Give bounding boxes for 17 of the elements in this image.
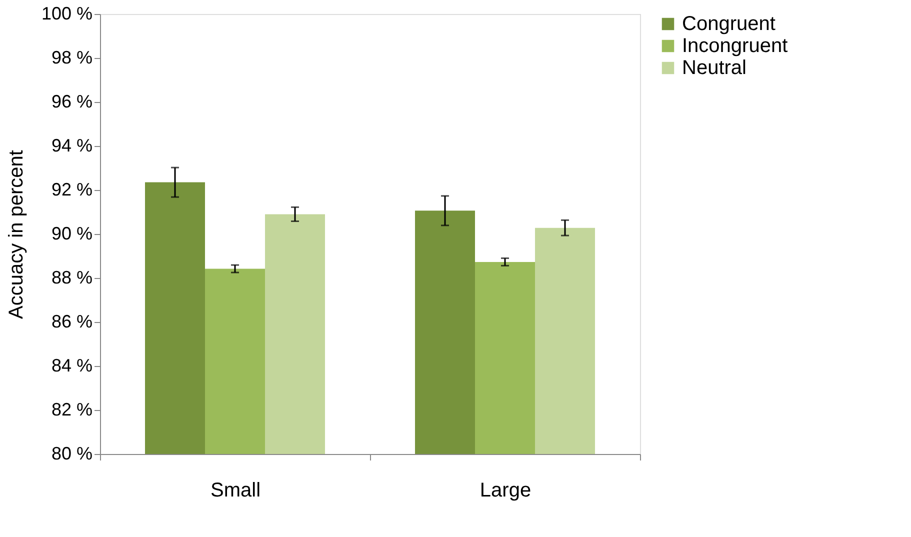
y-tick-label: 92 % — [51, 180, 92, 200]
y-tick-label: 82 % — [51, 400, 92, 420]
y-tick-label: 80 % — [51, 444, 92, 464]
y-tick-label: 94 % — [51, 136, 92, 156]
y-tick-label: 86 % — [51, 312, 92, 332]
legend-label: Incongruent — [682, 35, 788, 57]
legend-label: Neutral — [682, 57, 746, 79]
x-tick-label: Small — [210, 480, 261, 502]
y-axis-title: Accuacy in percent — [5, 150, 28, 319]
y-tick-label: 98 % — [51, 48, 92, 68]
y-tick-label: 84 % — [51, 356, 92, 376]
y-tick-label: 88 % — [51, 268, 92, 288]
y-tick-label: 100 % — [41, 4, 92, 24]
y-tick-label: 96 % — [51, 92, 92, 112]
x-tick-label: Large — [480, 480, 532, 502]
legend-label: Congruent — [682, 13, 776, 35]
y-tick-label: 90 % — [51, 224, 92, 244]
